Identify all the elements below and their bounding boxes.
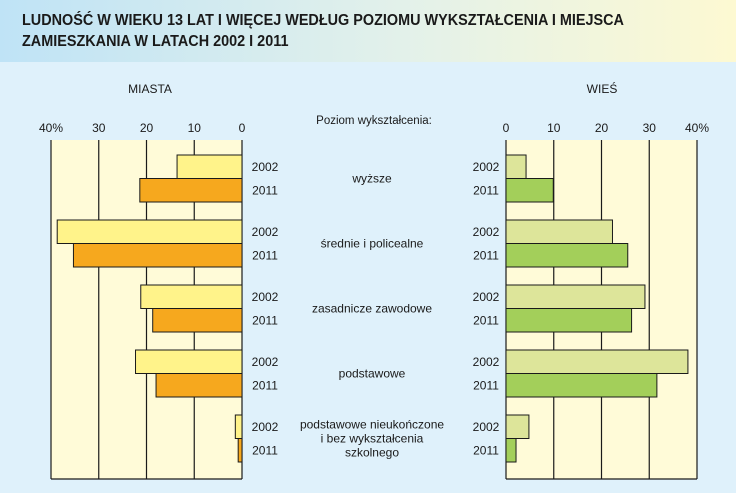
bar-2011 (505, 178, 554, 203)
year-label: 2002 (473, 355, 500, 369)
bar-2011 (505, 373, 658, 398)
bar-2002 (505, 414, 530, 439)
category-label: zasadnicze zawodowe (312, 302, 432, 316)
bar-2002 (505, 349, 689, 374)
title-banner: LUDNOŚĆ W WIEKU 13 LAT I WIĘCEJ WEDŁUG P… (0, 0, 736, 62)
panel-title: MIASTA (128, 82, 172, 96)
year-label: 2011 (252, 248, 278, 262)
year-label: 2002 (473, 160, 500, 174)
panel-title: WIEŚ (587, 81, 618, 96)
chart-title: LUDNOŚĆ W WIEKU 13 LAT I WIĘCEJ WEDŁUG P… (22, 12, 624, 50)
tick-label: 10 (188, 121, 202, 135)
bar-2011 (505, 243, 629, 268)
bar-2002 (56, 219, 243, 244)
center-heading: Poziom wykształcenia: (316, 115, 432, 127)
year-label: 2011 (252, 313, 278, 327)
bar-2011 (152, 308, 243, 333)
category-label: podstawowe nieukończone (300, 418, 444, 432)
year-label: 2002 (252, 355, 279, 369)
bar-2011 (139, 178, 243, 203)
year-label: 2011 (473, 313, 499, 327)
year-label: 2002 (473, 225, 500, 239)
bar-2011 (505, 308, 633, 333)
year-label: 2011 (473, 378, 499, 392)
year-label: 2011 (252, 183, 278, 197)
year-label: 2002 (252, 420, 279, 434)
tick-label: 10 (547, 121, 561, 135)
bar-2002 (140, 284, 243, 309)
category-label: podstawowe (339, 367, 406, 381)
tick-label: 40% (685, 121, 709, 135)
year-label: 2011 (473, 248, 499, 262)
year-label: 2002 (473, 290, 500, 304)
tick-label: 20 (595, 121, 609, 135)
tick-label: 30 (92, 121, 106, 135)
tick-label: 30 (643, 121, 657, 135)
bar-2011 (237, 438, 243, 463)
category-label: średnie i policealne (321, 237, 424, 251)
tick-label: 0 (239, 121, 246, 135)
year-label: 2002 (473, 420, 500, 434)
year-label: 2011 (252, 443, 278, 457)
year-label: 2011 (252, 378, 278, 392)
bar-2011 (72, 243, 243, 268)
year-label: 2011 (473, 183, 499, 197)
category-label: i bez wykształcenia (321, 432, 424, 446)
year-label: 2002 (252, 290, 279, 304)
bar-2002 (505, 154, 527, 179)
year-label: 2002 (252, 225, 279, 239)
bar-2002 (234, 414, 243, 439)
year-label: 2002 (252, 160, 279, 174)
tick-label: 40% (39, 121, 63, 135)
tick-label: 0 (503, 121, 510, 135)
bar-2002 (505, 284, 646, 309)
tick-label: 20 (140, 121, 154, 135)
category-label: wyższe (351, 172, 392, 186)
year-label: 2011 (473, 443, 499, 457)
bar-2002 (135, 349, 243, 374)
category-label: szkolnego (345, 446, 399, 460)
bar-2011 (505, 438, 517, 463)
bar-2002 (176, 154, 243, 179)
bar-2011 (155, 373, 243, 398)
bar-2002 (505, 219, 613, 244)
